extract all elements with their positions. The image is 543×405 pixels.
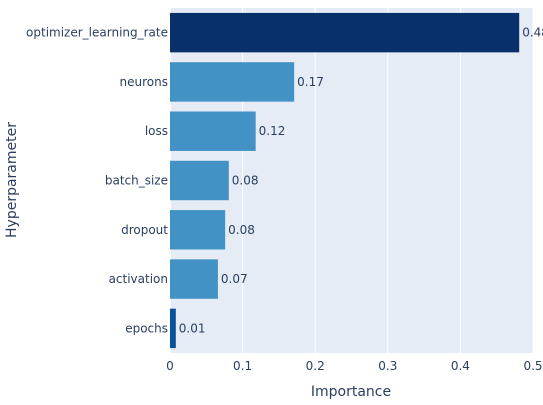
x-tick-label: 0.4	[451, 359, 470, 373]
value-label-dropout: 0.08	[228, 223, 255, 237]
y-tick-label-loss: loss	[145, 124, 168, 138]
value-label-optimizer_learning_rate: 0.48	[522, 26, 543, 40]
bar-optimizer_learning_rate[interactable]	[170, 12, 520, 53]
value-label-activation: 0.07	[221, 272, 248, 286]
data-labels: 0.48 0.17 0.12 0.08 0.08 0.07 0.01	[179, 26, 543, 336]
y-axis-title: Hyperparameter	[4, 122, 20, 238]
x-tick-label: 0	[166, 359, 174, 373]
value-label-batch_size: 0.08	[232, 174, 259, 188]
bar-neurons[interactable]	[170, 62, 295, 102]
y-tick-label-batch_size: batch_size	[105, 174, 168, 188]
bars	[170, 12, 520, 349]
x-tick-label: 0.1	[233, 359, 252, 373]
value-label-neurons: 0.17	[297, 75, 324, 89]
bar-epochs[interactable]	[170, 308, 176, 349]
y-tick-label-optimizer_learning_rate: optimizer_learning_rate	[26, 26, 168, 40]
x-axis-title: Importance	[311, 384, 391, 400]
bar-activation[interactable]	[170, 259, 218, 299]
value-label-loss: 0.12	[259, 124, 286, 138]
bar-loss[interactable]	[170, 111, 256, 151]
y-tick-label-activation: activation	[109, 272, 168, 286]
bar-batch_size[interactable]	[170, 160, 229, 201]
x-tick-label: 0.5	[523, 359, 542, 373]
x-axis-ticks: 0 0.1 0.2 0.3 0.4 0.5	[166, 359, 542, 373]
y-tick-label-dropout: dropout	[121, 223, 168, 237]
x-tick-label: 0.2	[306, 359, 325, 373]
y-tick-label-epochs: epochs	[125, 321, 168, 335]
value-label-epochs: 0.01	[179, 321, 206, 335]
bar-dropout[interactable]	[170, 210, 226, 250]
y-tick-label-neurons: neurons	[120, 75, 168, 89]
x-tick-label: 0.3	[378, 359, 397, 373]
